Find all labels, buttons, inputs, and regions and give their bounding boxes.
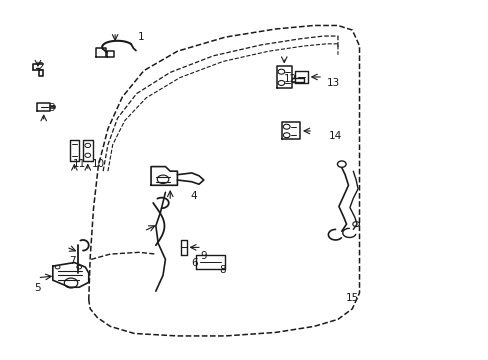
- Text: 5: 5: [34, 283, 41, 293]
- Text: 6: 6: [190, 258, 197, 268]
- Text: 1: 1: [138, 32, 144, 42]
- Text: 11: 11: [72, 159, 85, 169]
- Text: 3: 3: [48, 103, 55, 113]
- Text: 2: 2: [38, 62, 44, 72]
- Text: 15: 15: [345, 293, 358, 303]
- Text: 14: 14: [328, 131, 342, 141]
- Text: 7: 7: [68, 256, 75, 266]
- Text: 12: 12: [283, 75, 296, 85]
- Text: 4: 4: [190, 191, 197, 201]
- Text: 10: 10: [92, 159, 105, 169]
- Text: 9: 9: [200, 251, 206, 261]
- Text: 13: 13: [326, 78, 339, 88]
- Text: 8: 8: [219, 265, 226, 275]
